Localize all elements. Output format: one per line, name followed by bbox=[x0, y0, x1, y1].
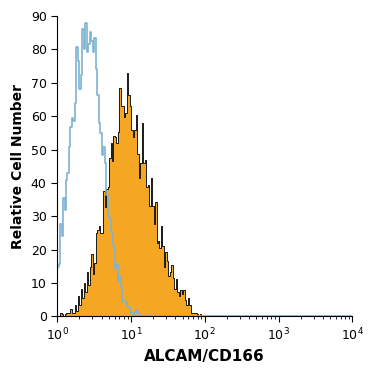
Y-axis label: Relative Cell Number: Relative Cell Number bbox=[11, 84, 25, 249]
X-axis label: ALCAM/CD166: ALCAM/CD166 bbox=[144, 349, 265, 364]
